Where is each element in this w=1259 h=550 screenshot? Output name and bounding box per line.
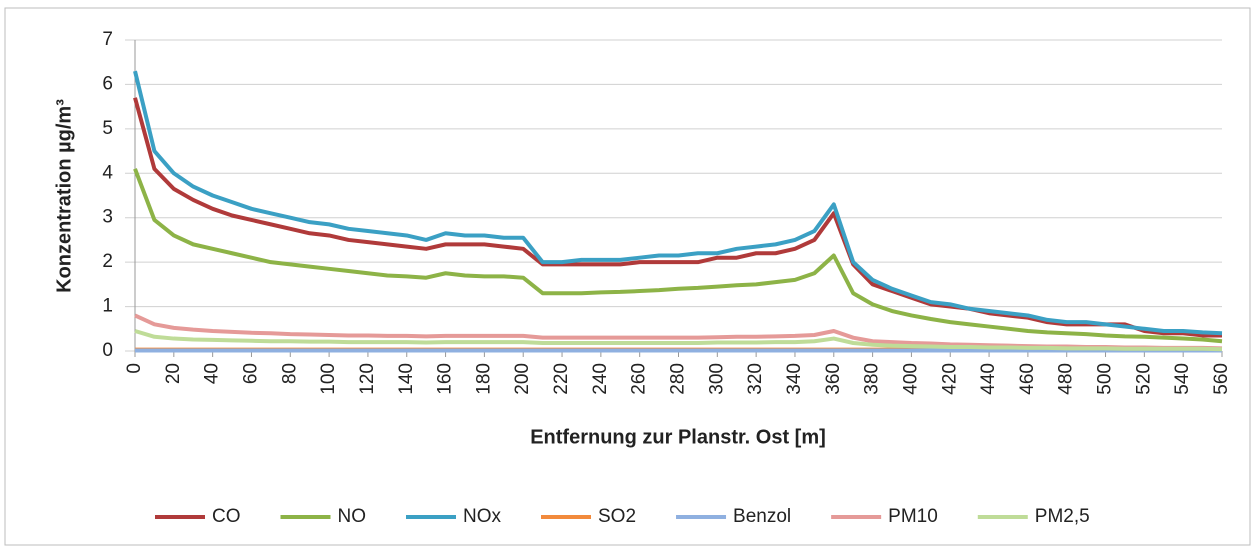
x-tick-label: 540 [1172, 363, 1193, 395]
x-axis-title: Entfernung zur Planstr. Ost [m] [530, 426, 826, 448]
legend-label: Benzol [733, 506, 791, 527]
x-tick-label: 40 [202, 363, 223, 384]
x-tick-label: 220 [551, 363, 572, 395]
x-tick-label: 420 [939, 363, 960, 395]
y-tick-label: 2 [102, 251, 113, 272]
x-tick-label: 0 [124, 363, 145, 374]
x-tick-label: 380 [862, 363, 883, 395]
x-tick-label: 180 [473, 363, 494, 395]
series-line [133, 168, 1223, 344]
y-tick-label: 0 [102, 340, 113, 361]
x-tick-label: 60 [240, 363, 261, 384]
legend-label: SO2 [598, 506, 636, 527]
x-tick-label: 500 [1095, 363, 1116, 395]
x-tick-label: 280 [668, 363, 689, 395]
x-tick-label: 140 [396, 363, 417, 395]
x-tick-label: 360 [823, 363, 844, 395]
y-tick-label: 1 [102, 296, 113, 317]
series-line [133, 97, 1222, 338]
legend-label: PM10 [888, 506, 938, 527]
series-line [134, 329, 1223, 352]
y-tick-label: 6 [102, 73, 113, 94]
x-tick-label: 480 [1056, 363, 1077, 395]
x-tick-label: 260 [629, 363, 650, 395]
x-tick-label: 200 [512, 363, 533, 395]
x-tick-label: 520 [1133, 363, 1154, 395]
y-tick-label: 5 [102, 118, 113, 139]
x-tick-label: 460 [1017, 363, 1038, 395]
series-line [133, 70, 1223, 336]
x-tick-label: 160 [435, 363, 456, 395]
y-tick-label: 3 [102, 207, 113, 228]
x-tick-label: 240 [590, 363, 611, 395]
x-tick-label: 300 [706, 363, 727, 395]
x-tick-label: 560 [1211, 363, 1232, 395]
legend-label: NOx [463, 506, 502, 527]
y-tick-label: 4 [102, 162, 113, 183]
x-tick-label: 340 [784, 363, 805, 395]
x-tick-label: 100 [318, 363, 339, 395]
chart-border [4, 7, 1251, 546]
x-tick-label: 440 [978, 363, 999, 395]
y-axis-title: Konzentration µg/m³ [53, 99, 75, 293]
x-tick-label: 120 [357, 363, 378, 395]
x-tick-label: 400 [900, 363, 921, 395]
legend-label: PM2,5 [1035, 506, 1090, 527]
y-tick-label: 7 [102, 29, 113, 50]
legend-label: CO [212, 506, 241, 527]
legend-label: NO [338, 506, 367, 527]
x-tick-label: 80 [279, 363, 300, 384]
x-tick-label: 320 [745, 363, 766, 395]
x-tick-label: 20 [163, 363, 184, 384]
